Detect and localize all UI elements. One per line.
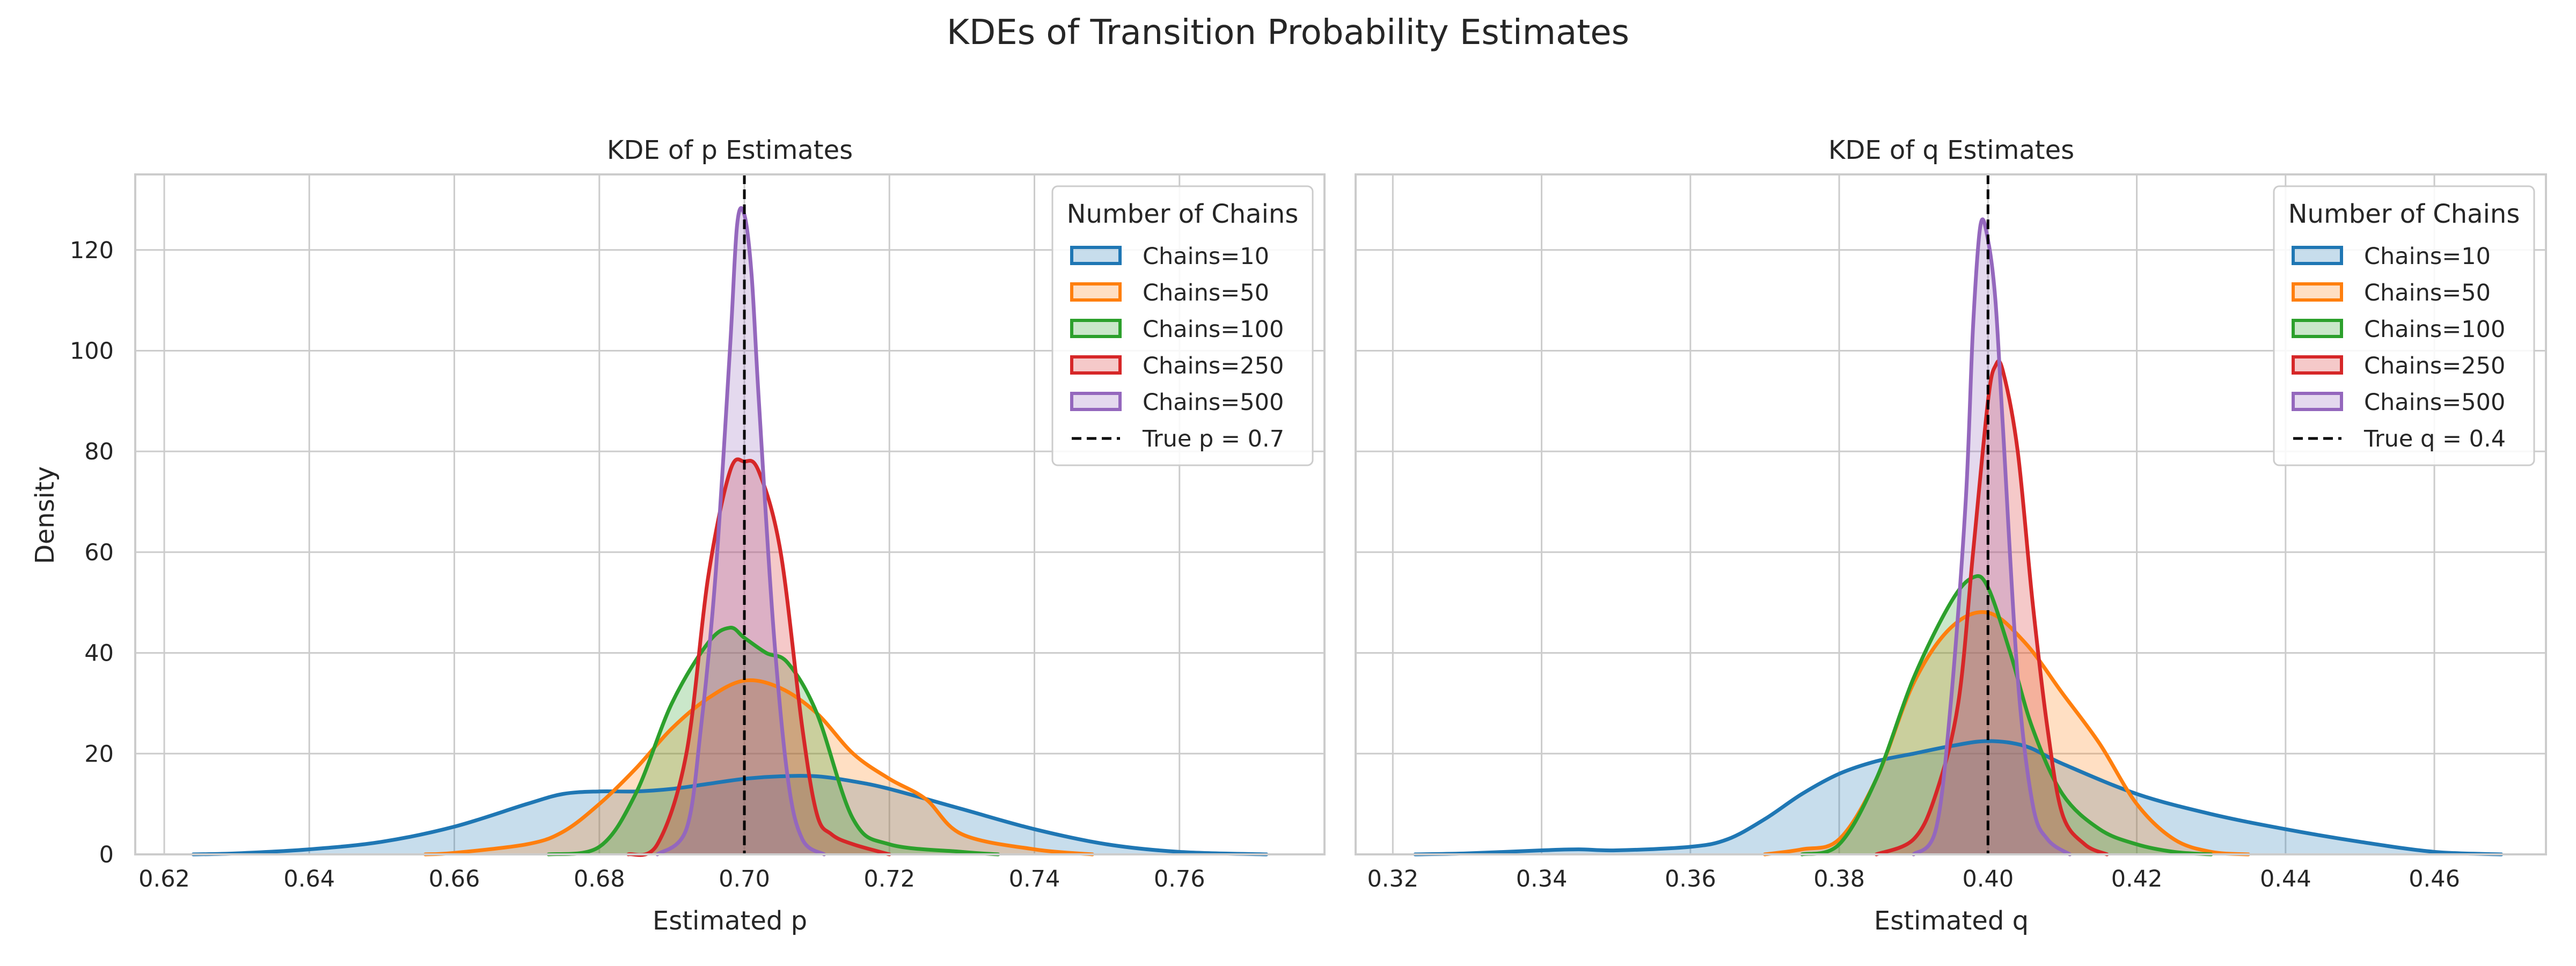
y-tick-label: 60 — [84, 539, 114, 566]
x-tick-label: 0.46 — [2409, 866, 2460, 892]
legend-swatch — [2292, 282, 2343, 302]
panel-p-estimates: KDE of p Estimates Estimated p Density 0… — [30, 135, 1326, 936]
kde-area-chains-250 — [1876, 361, 2107, 854]
legend-label: Chains=100 — [2364, 316, 2505, 343]
axes-frame — [1355, 173, 2547, 855]
legend-label: Chains=10 — [2364, 243, 2491, 270]
legend-box — [1051, 185, 1314, 466]
figure-suptitle: KDEs of Transition Probability Estimates — [947, 13, 1629, 53]
y-tick-label: 0 — [99, 841, 114, 868]
axes-frame — [134, 173, 1326, 855]
kde-area-chains-100 — [548, 627, 998, 854]
y-axis-label: Density — [30, 466, 60, 564]
kde-area-chains-10 — [193, 775, 1267, 854]
x-tick-label: 0.42 — [2111, 866, 2163, 892]
kde-line-chains-10 — [1413, 739, 2504, 857]
x-tick-label: 0.34 — [1516, 866, 1568, 892]
y-tick-label: 20 — [84, 741, 114, 767]
x-tick-labels: 0.62 0.64 0.66 0.68 0.70 0.72 0.74 0.76 — [138, 866, 1205, 892]
x-tick-label: 0.68 — [574, 866, 625, 892]
y-tick-label: 40 — [84, 640, 114, 667]
x-tick-label: 0.62 — [138, 866, 190, 892]
legend-swatch — [1070, 355, 1122, 375]
kde-line-chains-100 — [1800, 574, 2213, 857]
kde-lines — [191, 206, 1269, 857]
kde-area-chains-10 — [1415, 741, 2501, 854]
y-tick-label: 120 — [70, 237, 114, 264]
legend-swatch — [2292, 392, 2343, 411]
kde-line-chains-250 — [626, 457, 891, 857]
x-tick-label: 0.72 — [863, 866, 915, 892]
kde-area-chains-500 — [657, 208, 824, 854]
legend-swatch — [1070, 392, 1122, 411]
x-tick-label: 0.76 — [1154, 866, 1205, 892]
legend-label: Chains=500 — [1143, 389, 1284, 416]
x-tick-label: 0.40 — [1962, 866, 2014, 892]
legend-swatch — [2292, 319, 2343, 338]
kde-line-chains-100 — [546, 626, 1000, 857]
x-axis-label: Estimated q — [1874, 906, 2029, 936]
legend-title: Number of Chains — [2288, 199, 2520, 229]
legend-title: Number of Chains — [1067, 199, 1299, 229]
legend-label: Chains=100 — [1143, 316, 1284, 343]
legend-swatch — [1070, 246, 1122, 265]
legend-swatch — [1070, 319, 1122, 338]
x-tick-label: 0.64 — [283, 866, 335, 892]
legend-swatch — [2292, 246, 2343, 265]
x-tick-label: 0.32 — [1367, 866, 1418, 892]
x-tick-label: 0.74 — [1009, 866, 1060, 892]
kde-line-chains-10 — [191, 774, 1269, 857]
legend-swatch — [1070, 282, 1122, 302]
kde-lines — [1413, 217, 2504, 857]
y-tick-label: 80 — [84, 438, 114, 465]
x-tick-label: 0.36 — [1665, 866, 1716, 892]
x-axis-label: Estimated p — [653, 906, 807, 936]
kde-area-chains-250 — [628, 459, 890, 855]
legend-label: Chains=50 — [1143, 280, 1269, 306]
legend: Number of Chains Chains=10 Chains=50 Chains… — [1051, 185, 1314, 466]
panel-title: KDE of p Estimates — [607, 135, 853, 165]
legend-label: True q = 0.4 — [2363, 426, 2506, 452]
kde-line-chains-50 — [423, 678, 1095, 857]
panel-title: KDE of q Estimates — [1828, 135, 2074, 165]
y-tick-label: 100 — [70, 338, 114, 364]
x-tick-label: 0.66 — [429, 866, 480, 892]
legend-label: Chains=50 — [2364, 280, 2491, 306]
legend: Number of Chains Chains=10 Chains=50 Chains… — [2273, 185, 2535, 466]
legend-label: Chains=500 — [2364, 389, 2505, 416]
x-tick-label: 0.70 — [719, 866, 770, 892]
kde-area-chains-50 — [1765, 612, 2249, 854]
x-tick-label: 0.38 — [1813, 866, 1865, 892]
kde-line-chains-500 — [1912, 217, 2072, 857]
legend-label: Chains=10 — [1143, 243, 1269, 270]
legend-box — [2273, 185, 2535, 466]
x-tick-label: 0.44 — [2260, 866, 2311, 892]
legend-swatch — [2292, 355, 2343, 375]
legend-label: True p = 0.7 — [1142, 426, 1284, 452]
legend-label: Chains=250 — [2364, 353, 2505, 379]
y-tick-labels: 0 20 40 60 80 100 120 — [70, 237, 114, 868]
legend-label: Chains=250 — [1143, 353, 1284, 379]
panel-q-estimates: KDE of q Estimates Estimated q 0.32 0.34 0… — [1355, 135, 2547, 936]
kde-area-chains-100 — [1802, 576, 2212, 854]
x-tick-labels: 0.32 0.34 0.36 0.38 0.40 0.42 0.44 0.46 — [1367, 866, 2460, 892]
